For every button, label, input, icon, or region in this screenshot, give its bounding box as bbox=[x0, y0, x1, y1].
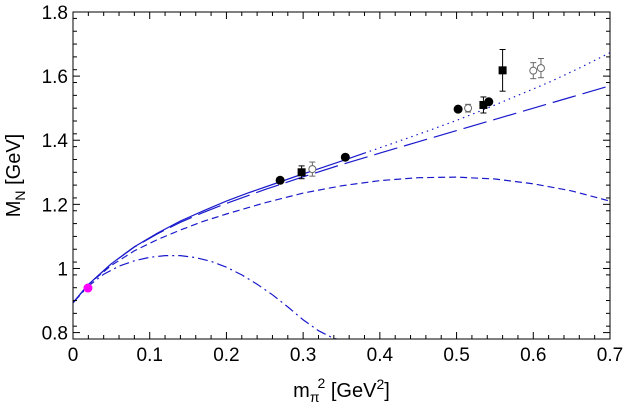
x-axis-label-unit-sup: 2 bbox=[376, 376, 384, 392]
x-axis-label-close: ] bbox=[384, 380, 390, 402]
y-tick-label: 1.8 bbox=[42, 3, 68, 24]
y-tick-label: 1.4 bbox=[42, 131, 69, 152]
x-tick-label: 0.4 bbox=[367, 345, 394, 366]
x-axis-label-base: m bbox=[293, 380, 310, 402]
data-point-filled-circles bbox=[275, 175, 285, 185]
x-tick-label: 0.6 bbox=[520, 345, 546, 366]
tick-layer: 0 0.1 0.2 0.3 0.4 0.5 0.6 0.7 0.8 1 1.2 1.4 1.6 1.8 bbox=[42, 3, 624, 366]
x-tick-label: 0 bbox=[68, 345, 79, 366]
data-point-filled-squares bbox=[297, 168, 306, 177]
x-axis-label-sup: 2 bbox=[318, 375, 326, 391]
y-axis-label-sub: N bbox=[12, 190, 28, 200]
data-point-open-circles bbox=[464, 104, 473, 113]
data-point-filled-squares bbox=[498, 66, 507, 75]
y-axis-label: MN [GeV] bbox=[3, 134, 28, 218]
data-point-open-circles bbox=[529, 66, 538, 75]
x-axis-label-unit: [GeV bbox=[325, 380, 377, 402]
series-short-dash bbox=[73, 176, 610, 304]
y-axis-label-unit: [GeV] bbox=[3, 134, 25, 191]
data-point-filled-circles bbox=[453, 104, 463, 114]
data-point-physical-point bbox=[83, 283, 93, 293]
series-long-dash bbox=[73, 85, 610, 304]
data-point-open-circles bbox=[536, 64, 545, 73]
y-tick-label: 1.6 bbox=[42, 67, 68, 88]
y-tick-label: 1 bbox=[57, 259, 68, 280]
data-point-open-circles bbox=[308, 165, 317, 174]
x-tick-label: 0.5 bbox=[443, 345, 469, 366]
axes-layer bbox=[72, 11, 611, 340]
x-tick-label: 0.2 bbox=[213, 345, 239, 366]
y-axis-label-base: M bbox=[3, 201, 25, 218]
series-solid bbox=[73, 152, 365, 304]
plot-frame bbox=[72, 11, 611, 340]
data-point-filled-circles bbox=[340, 152, 350, 162]
y-tick-label: 1.2 bbox=[42, 195, 68, 216]
data-point-filled-squares bbox=[479, 100, 488, 109]
x-axis-label-sub: π bbox=[310, 389, 320, 405]
x-tick-label: 0.3 bbox=[290, 345, 316, 366]
marker-layer bbox=[83, 49, 545, 293]
series-dash-dot bbox=[73, 255, 341, 339]
x-tick-label: 0.1 bbox=[137, 345, 163, 366]
x-axis-label: mπ2 [GeV2] bbox=[293, 375, 390, 405]
x-tick-label: 0.7 bbox=[597, 345, 623, 366]
y-tick-label: 0.8 bbox=[42, 324, 68, 345]
series-layer bbox=[73, 52, 610, 339]
